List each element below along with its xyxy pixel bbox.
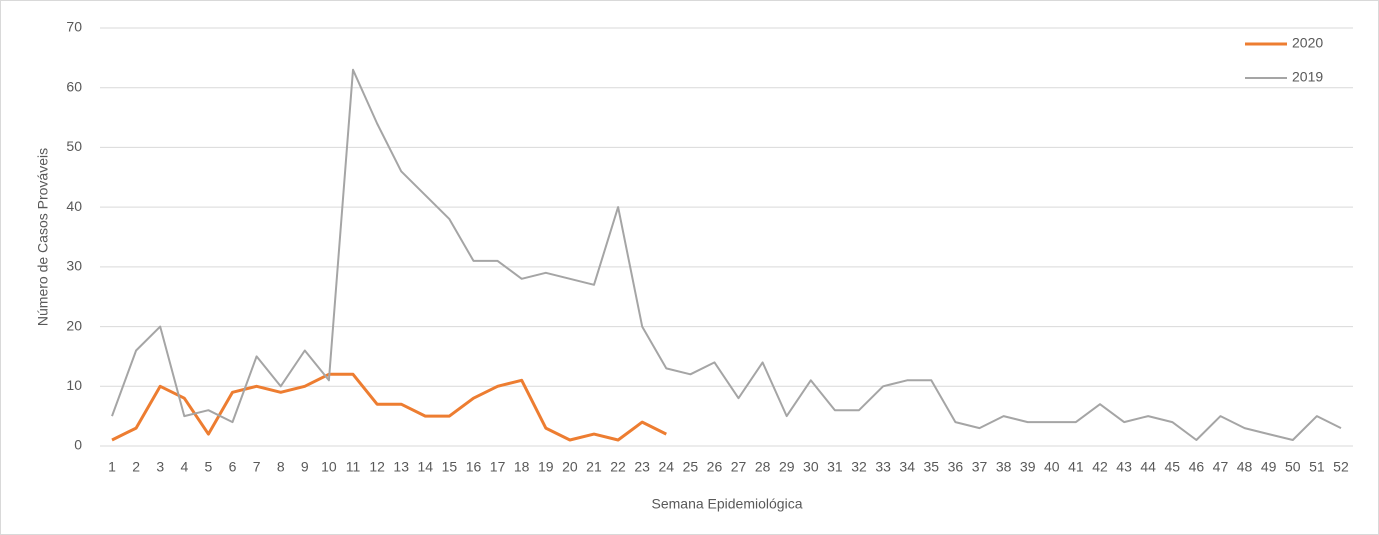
x-tick-label: 46 [1189,459,1205,475]
y-tick-label: 30 [66,258,82,274]
x-tick-label: 10 [321,459,337,475]
x-tick-label: 31 [827,459,843,475]
x-tick-label: 25 [683,459,699,475]
x-tick-label: 45 [1164,459,1180,475]
x-tick-label: 21 [586,459,602,475]
x-tick-label: 50 [1285,459,1301,475]
x-tick-label: 23 [634,459,650,475]
y-tick-label: 70 [66,19,82,35]
legend-label: 2020 [1292,35,1323,51]
x-tick-label: 19 [538,459,554,475]
y-tick-label: 20 [66,317,82,333]
x-tick-label: 32 [851,459,867,475]
x-axis-label: Semana Epidemiológica [652,496,803,512]
x-tick-label: 3 [156,459,164,475]
x-tick-label: 36 [948,459,964,475]
x-tick-label: 16 [466,459,482,475]
x-tick-label: 22 [610,459,626,475]
x-tick-label: 4 [180,459,188,475]
y-tick-label: 10 [66,377,82,393]
x-tick-label: 48 [1237,459,1253,475]
x-tick-label: 5 [205,459,213,475]
x-tick-label: 41 [1068,459,1084,475]
x-tick-label: 30 [803,459,819,475]
x-tick-label: 8 [277,459,285,475]
y-tick-label: 50 [66,138,82,154]
x-tick-label: 1 [108,459,116,475]
x-tick-label: 27 [731,459,747,475]
x-tick-label: 35 [924,459,940,475]
x-tick-label: 37 [972,459,988,475]
series-line [111,68,1342,441]
x-tick-label: 29 [779,459,795,475]
x-tick-label: 26 [707,459,723,475]
x-tick-label: 33 [875,459,891,475]
legend-label: 2019 [1292,69,1323,85]
x-tick-label: 44 [1140,459,1156,475]
x-tick-label: 24 [658,459,674,475]
x-tick-label: 13 [393,459,409,475]
x-tick-label: 47 [1213,459,1229,475]
x-tick-label: 17 [490,459,506,475]
x-tick-label: 18 [514,459,530,475]
x-tick-label: 42 [1092,459,1108,475]
x-tick-label: 51 [1309,459,1325,475]
y-tick-label: 40 [66,198,82,214]
x-tick-label: 43 [1116,459,1132,475]
x-tick-label: 34 [899,459,915,475]
x-tick-label: 9 [301,459,309,475]
series-line [111,372,667,442]
x-tick-label: 49 [1261,459,1277,475]
x-tick-label: 11 [346,459,361,475]
x-tick-label: 52 [1333,459,1349,475]
x-tick-label: 15 [442,459,458,475]
x-tick-label: 2 [132,459,140,475]
x-tick-label: 28 [755,459,771,475]
x-tick-label: 7 [253,459,261,475]
x-tick-label: 12 [369,459,385,475]
x-tick-label: 38 [996,459,1012,475]
y-axis-label: Número de Casos Prováveis [35,148,51,326]
y-tick-label: 0 [74,437,82,453]
x-tick-label: 20 [562,459,578,475]
x-tick-label: 40 [1044,459,1060,475]
x-tick-label: 14 [418,459,434,475]
x-tick-label: 39 [1020,459,1036,475]
y-tick-label: 60 [66,78,82,94]
x-tick-label: 6 [229,459,237,475]
